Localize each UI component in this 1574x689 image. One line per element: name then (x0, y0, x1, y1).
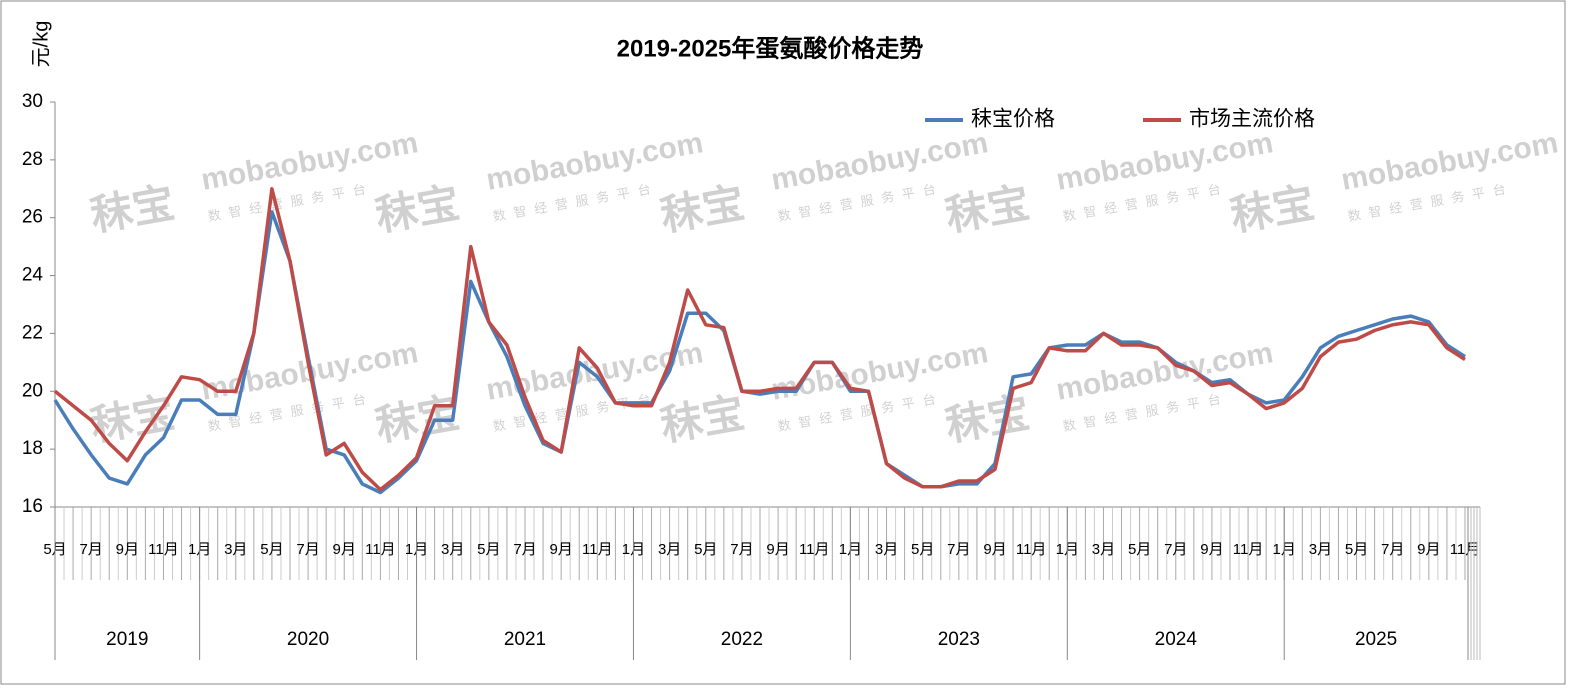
legend-label: 市场主流价格 (1189, 108, 1315, 131)
year-label: 2021 (504, 629, 546, 650)
x-tick-label: 9月 (983, 541, 1006, 558)
x-tick-label: 11月 (799, 541, 830, 558)
x-tick-label: 11月 (365, 541, 396, 558)
y-tick-label: 24 (22, 265, 44, 286)
y-tick-label: 30 (22, 91, 43, 112)
x-tick-label: 7月 (296, 541, 319, 558)
y-tick-label: 26 (22, 207, 43, 228)
x-tick-label: 7月 (947, 541, 970, 558)
y-tick-label: 20 (22, 380, 43, 401)
y-axis-label: 元/kg (30, 21, 52, 68)
x-tick-label: 11月 (1233, 541, 1264, 558)
x-tick-label: 5月 (694, 541, 717, 558)
x-tick-label: 5月 (1345, 541, 1368, 558)
x-tick-label: 3月 (441, 541, 464, 558)
chart-title: 2019-2025年蛋氨酸价格走势 (617, 34, 924, 62)
series-line (53, 187, 1466, 492)
x-tick-label: 3月 (875, 541, 898, 558)
x-tick-label: 5月 (477, 541, 500, 558)
x-tick-label: 5月 (1128, 541, 1151, 558)
x-tick-label: 3月 (224, 541, 247, 558)
y-tick-label: 28 (22, 149, 43, 170)
x-tick-label: 7月 (1164, 541, 1187, 558)
y-tick-label: 18 (22, 438, 43, 459)
x-tick-label: 5月 (911, 541, 934, 558)
y-tick-label: 16 (22, 496, 43, 517)
year-label: 2020 (287, 629, 329, 650)
year-label: 2019 (106, 629, 148, 650)
y-tick-label: 22 (22, 322, 43, 343)
x-tick-label: 11月 (148, 541, 179, 558)
x-tick-label: 7月 (513, 541, 536, 558)
x-tick-label: 7月 (79, 541, 102, 558)
x-tick-label: 9月 (766, 541, 789, 558)
x-tick-label: 9月 (549, 541, 572, 558)
x-tick-label: 11月 (1450, 541, 1481, 558)
year-label: 2025 (1355, 629, 1397, 650)
x-tick-label: 9月 (333, 541, 356, 558)
x-tick-label: 11月 (582, 541, 613, 558)
legend-label: 秣宝价格 (971, 108, 1055, 131)
x-tick-label: 7月 (730, 541, 753, 558)
x-tick-label: 9月 (1200, 541, 1223, 558)
year-label: 2023 (938, 629, 980, 650)
x-tick-label: 3月 (1092, 541, 1115, 558)
year-label: 2024 (1155, 629, 1198, 650)
x-tick-label: 3月 (658, 541, 681, 558)
x-tick-label: 3月 (1309, 541, 1332, 558)
x-tick-label: 11月 (1016, 541, 1047, 558)
x-tick-label: 9月 (116, 541, 139, 558)
x-tick-label: 5月 (260, 541, 283, 558)
x-tick-label: 9月 (1417, 541, 1440, 558)
x-tick-label: 7月 (1381, 541, 1404, 558)
year-label: 2022 (721, 629, 763, 650)
